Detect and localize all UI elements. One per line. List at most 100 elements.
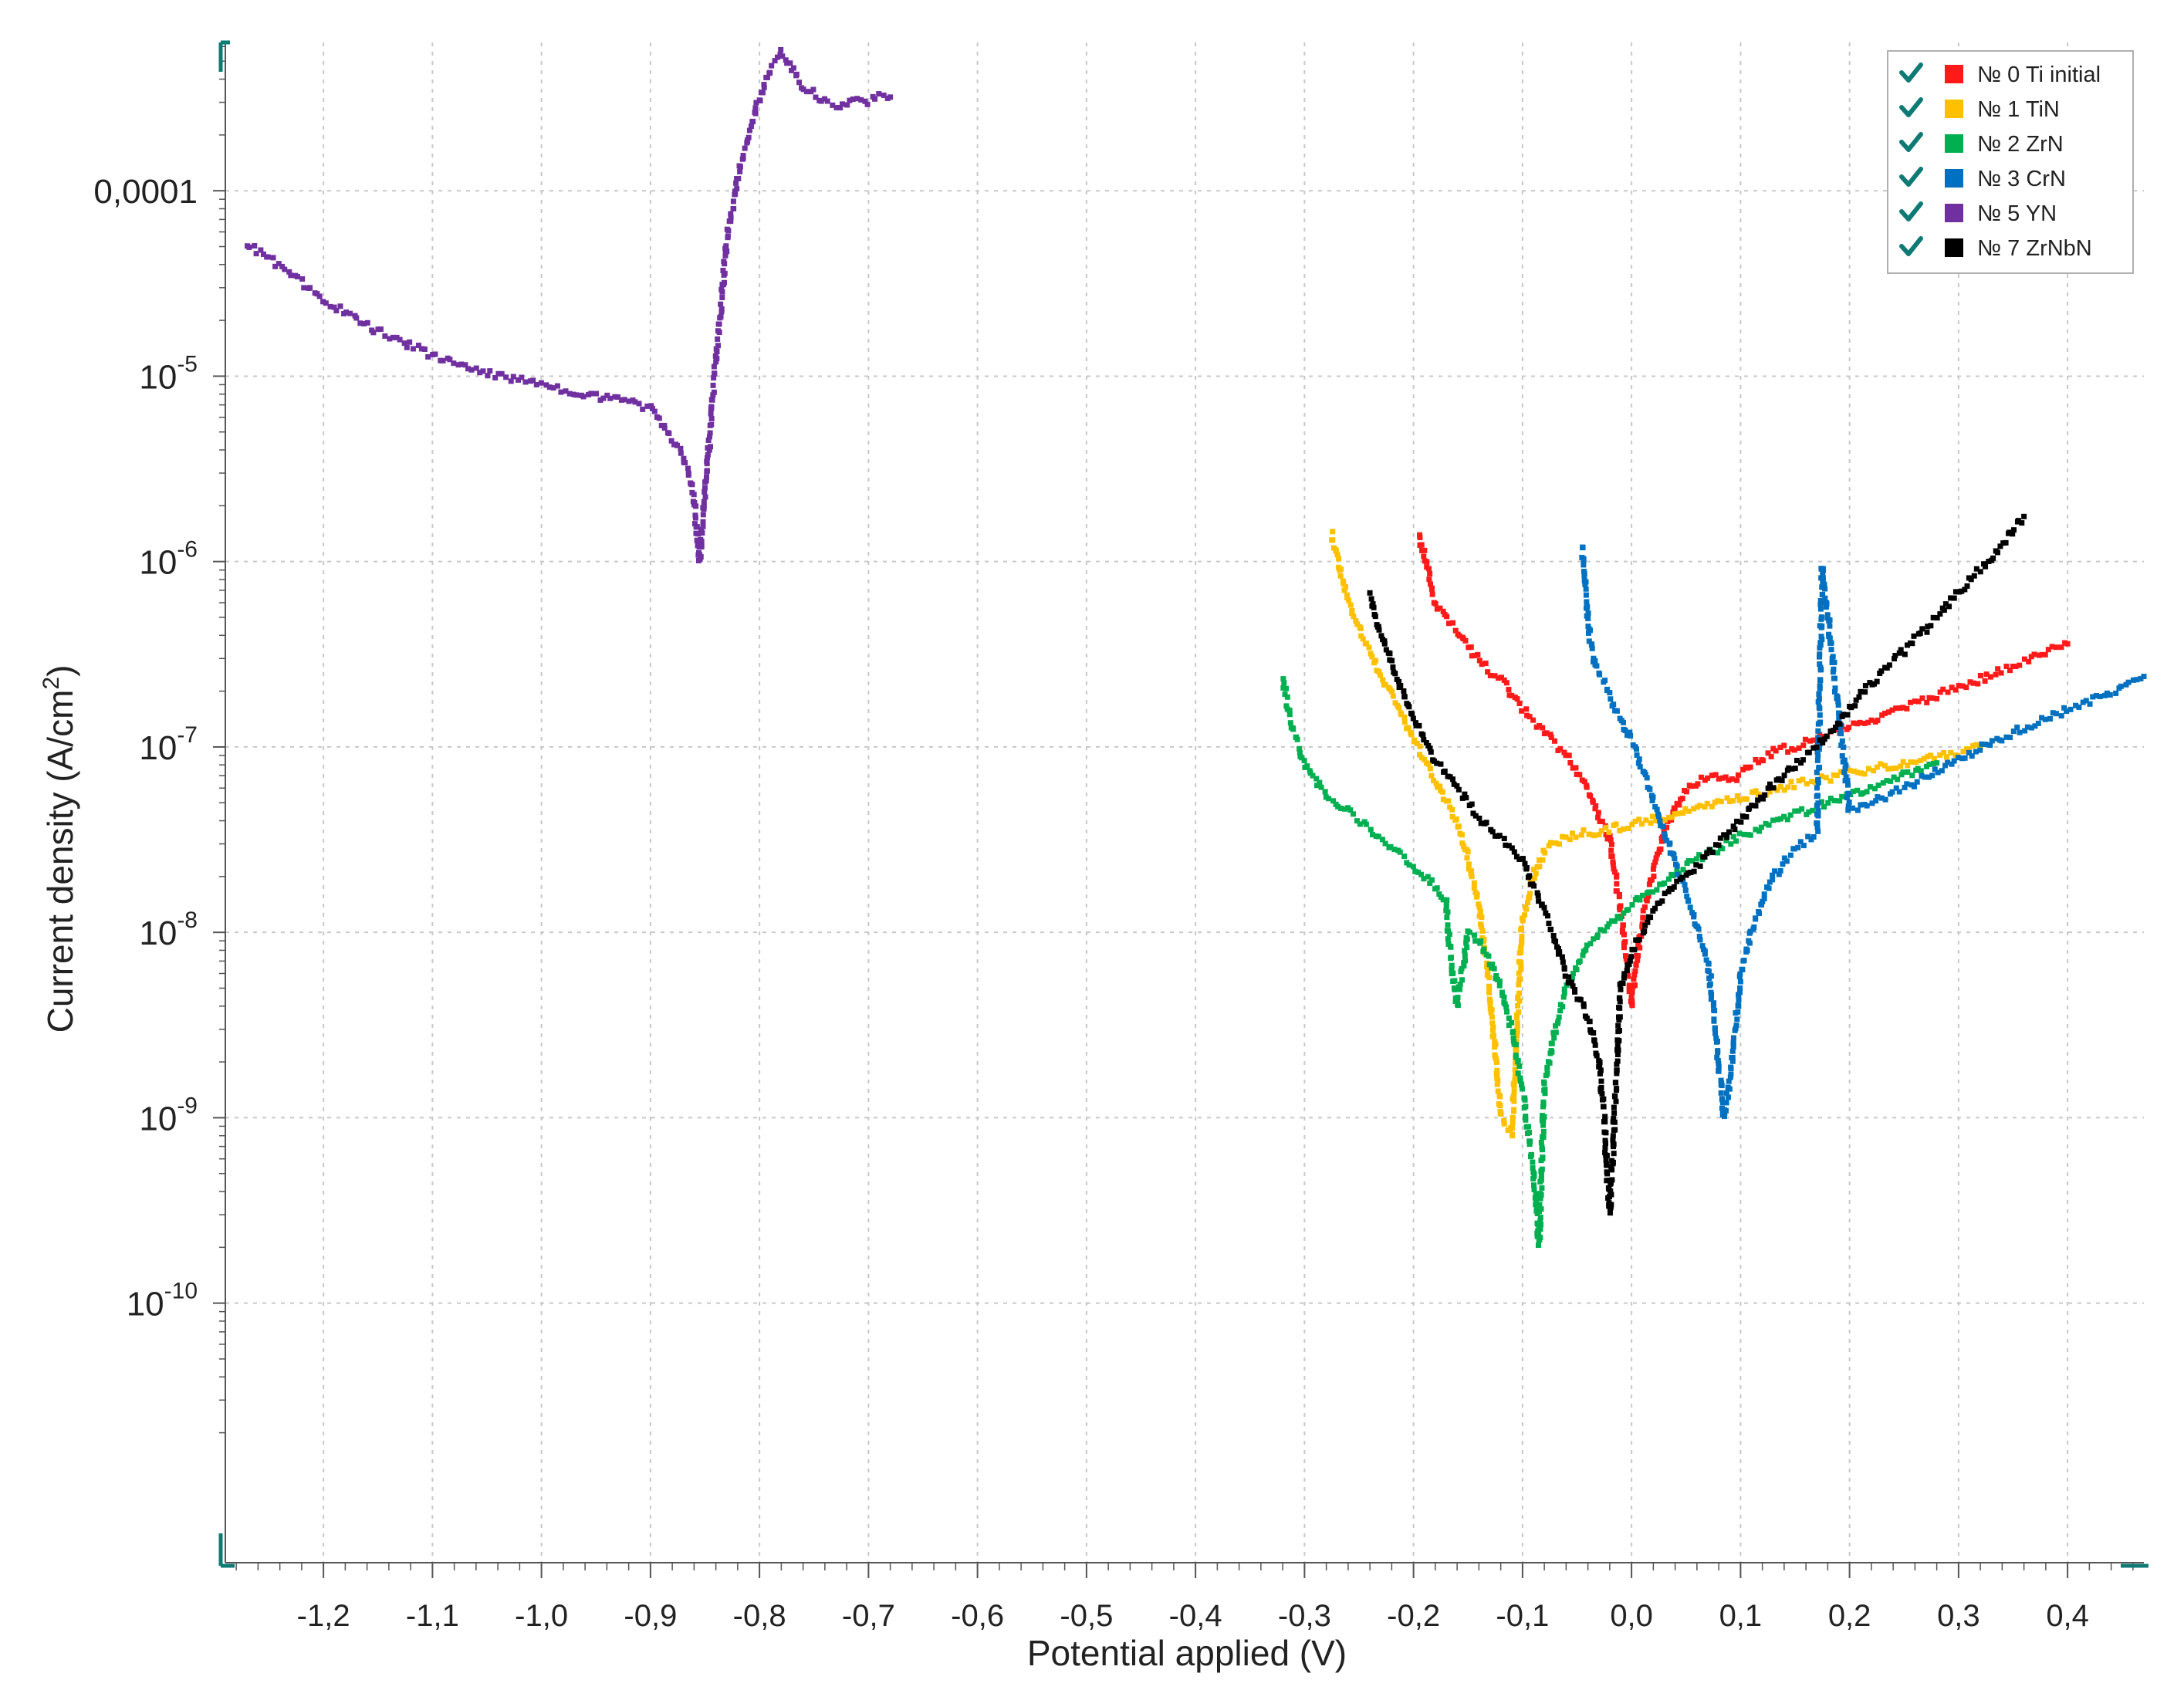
data-point [1612,1127,1618,1133]
series-0 [1417,532,2071,1009]
legend-item[interactable]: № 5 YN [1899,201,2057,226]
data-point [1904,781,1910,787]
legend-item[interactable]: № 1 TiN [1899,97,2060,122]
checkmark-icon[interactable] [1899,63,1923,83]
data-point [333,308,340,314]
legend-item[interactable]: № 3 CrN [1899,167,2066,191]
data-point [1779,777,1785,783]
data-point [1662,880,1668,886]
data-point [1792,808,1798,814]
checkmark-icon[interactable] [1899,97,1923,117]
data-point [1709,803,1715,810]
data-point [1613,821,1619,827]
data-point [1827,635,1833,641]
data-point [1463,940,1469,946]
data-point [1369,654,1375,660]
data-point [1549,1040,1555,1046]
data-point [790,65,796,71]
data-point [1785,749,1791,755]
data-point [1911,783,1917,789]
data-point [1537,864,1543,870]
data-point [1934,760,1940,766]
data-point [685,472,691,478]
legend-item[interactable]: № 2 ZrN [1899,132,2064,157]
data-point [1631,972,1638,978]
data-point [1557,745,1564,752]
data-point [1611,701,1617,708]
data-point [1510,1081,1516,1087]
checkmark-icon[interactable] [1899,201,1923,221]
data-point [1716,1063,1722,1070]
data-point [2010,531,2016,537]
y-tick-exponent: -8 [177,908,198,933]
data-point [1734,1016,1740,1023]
data-point [1607,690,1613,696]
data-point [1858,770,1865,776]
data-point [1702,951,1708,957]
data-point [1313,783,1320,789]
data-point [1878,668,1885,674]
checkmark-icon[interactable] [1899,167,1923,187]
data-point [1695,926,1702,932]
data-point [1921,755,1927,762]
data-point [1784,816,1790,823]
data-point [615,394,621,401]
data-point [1839,753,1845,759]
data-point [1597,1067,1604,1073]
data-point [447,357,453,363]
data-point [1514,1020,1520,1026]
data-point [1489,1014,1495,1020]
data-point [1896,650,1902,656]
data-point [1817,606,1824,612]
data-point [1635,957,1641,963]
data-point [1582,581,1588,587]
data-point [678,450,684,456]
data-point [1696,852,1702,858]
data-point [1487,672,1493,678]
data-point [678,445,684,451]
data-point [1475,651,1481,657]
data-point [1326,796,1332,802]
data-point [1909,641,1915,647]
legend-item[interactable]: № 7 ZrNbN [1899,236,2092,261]
data-point [1704,800,1710,806]
data-point [737,164,743,170]
data-point [1943,754,1949,760]
data-point [1283,703,1290,709]
data-point [1951,758,1957,764]
data-point [1839,738,1845,744]
data-point [1652,859,1658,865]
data-point [1440,796,1446,803]
data-point [1614,1051,1621,1057]
data-point [1809,779,1815,785]
data-point [1746,805,1753,811]
data-point [1448,944,1454,950]
data-point [1443,903,1449,909]
data-point [728,215,734,221]
data-point [1898,763,1904,769]
data-point [1815,828,1821,834]
data-point [1297,745,1303,752]
data-point [1391,847,1398,853]
data-point [1591,1029,1597,1036]
data-point [1729,1054,1735,1060]
data-point [1715,1050,1721,1056]
data-point [1706,961,1712,967]
data-point [1733,1023,1739,1029]
data-point [704,458,710,465]
data-point [1498,1110,1504,1117]
data-point [626,398,632,404]
data-point [1680,810,1686,816]
data-point [1517,1075,1523,1081]
data-point [1506,1015,1512,1021]
data-point [1509,1019,1515,1026]
data-point [1351,614,1357,620]
checkmark-icon[interactable] [1899,132,1923,152]
checkmark-icon[interactable] [1899,236,1923,256]
data-point [1949,761,1955,767]
data-point [1627,958,1633,964]
data-point [1885,766,1892,772]
legend-item[interactable]: № 0 Ti initial [1899,63,2101,87]
data-point [1729,1058,1736,1064]
data-point [1997,543,2003,549]
